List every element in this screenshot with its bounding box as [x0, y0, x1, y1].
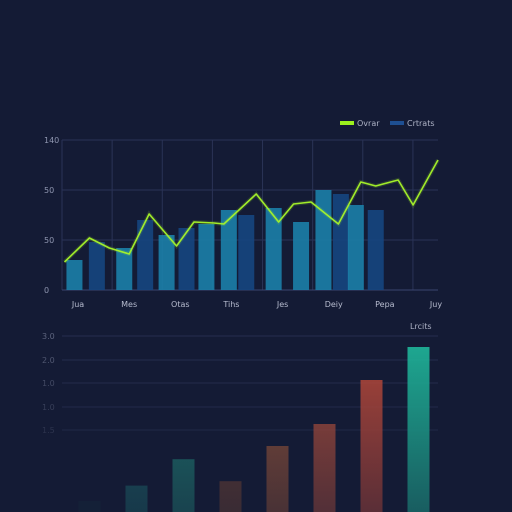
- y-tick-label: 50: [44, 236, 54, 245]
- bar: [367, 210, 384, 290]
- series-line-glow: [63, 159, 440, 264]
- bar: [178, 228, 195, 290]
- bar: [265, 208, 282, 290]
- legend-swatch: [390, 121, 404, 125]
- x-tick-label: Tihs: [222, 300, 239, 309]
- legend-swatch: [340, 121, 354, 125]
- bar: [158, 235, 175, 290]
- bar: [238, 215, 255, 290]
- legend-label: Lrcits: [410, 322, 432, 331]
- x-tick-label: Mes: [121, 300, 137, 309]
- bar: [116, 248, 133, 290]
- x-tick-label: Otas: [171, 300, 190, 309]
- x-tick-label: Deiy: [325, 300, 343, 309]
- bar: [88, 242, 105, 290]
- y-tick-label: 50: [44, 186, 54, 195]
- x-tick-label: Juy: [429, 300, 442, 309]
- bar: [137, 220, 154, 290]
- x-tick-label: Jes: [276, 300, 288, 309]
- bar: [198, 224, 215, 290]
- legend-label: Crtrats: [407, 119, 435, 128]
- bar: [293, 222, 310, 290]
- bar: [220, 210, 237, 290]
- bar: [66, 260, 83, 290]
- x-tick-label: Pepa: [375, 300, 395, 309]
- bar: [347, 205, 364, 290]
- y-tick-label: 140: [44, 136, 59, 145]
- series-line: [63, 159, 439, 263]
- x-tick-label: Jua: [71, 300, 84, 309]
- bar: [332, 194, 349, 290]
- legend-label: Ovrar: [357, 119, 380, 128]
- y-tick-label: 0: [44, 286, 49, 295]
